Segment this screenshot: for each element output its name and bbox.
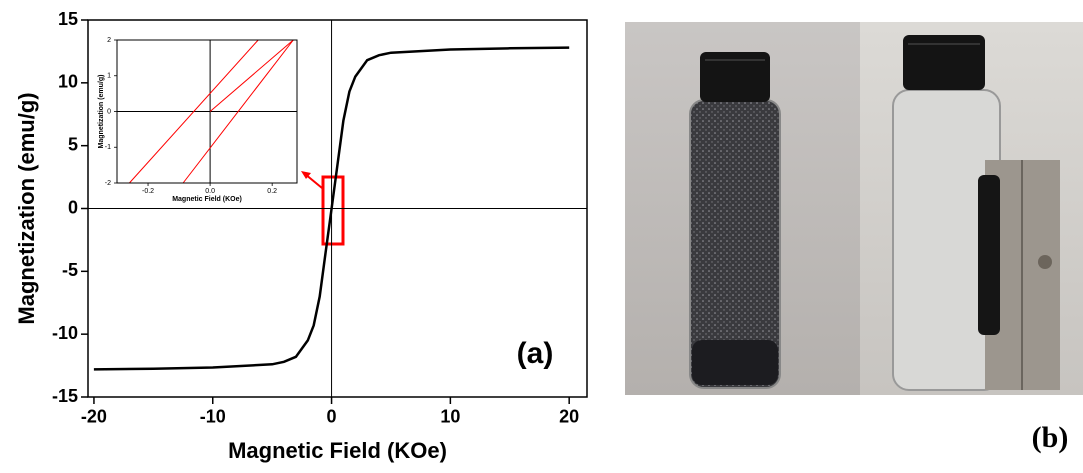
y-tick-label: 1 xyxy=(107,73,111,80)
x-tick-label: 0.2 xyxy=(267,188,277,195)
y-tick-label: -1 xyxy=(105,144,111,151)
x-tick-label: 0.0 xyxy=(205,188,215,195)
x-axis-title: Magnetic Field (KOe) xyxy=(172,196,242,203)
y-tick-label: 10 xyxy=(58,72,78,92)
y-axis-title: Magnetization (emu/g) xyxy=(98,75,105,149)
panel-label: (a) xyxy=(517,337,554,370)
photo-right xyxy=(860,22,1083,395)
y-tick-label: -5 xyxy=(62,260,78,280)
arrow-head xyxy=(301,171,311,179)
x-tick-label: 10 xyxy=(440,406,460,426)
x-tick-label: 0 xyxy=(327,406,337,426)
y-axis-title: Magnetization (emu/g) xyxy=(14,92,39,324)
x-tick-label: 20 xyxy=(559,406,579,426)
panel-label: (b) xyxy=(1032,421,1069,454)
plot-frame xyxy=(116,39,298,184)
y-tick-label: -15 xyxy=(52,386,78,406)
data-line xyxy=(93,46,570,371)
plot: -0.2 0.0 0.2 -2 -1 0 1 2 Magnetic Field (KOe) Mag… xyxy=(98,37,298,203)
y-tick-label: 0 xyxy=(107,108,111,115)
x-tick-label: -20 xyxy=(81,406,107,426)
x-axis-title: Magnetic Field (KOe) xyxy=(228,438,447,463)
y-tick-label: 0 xyxy=(68,197,78,217)
y-tick-label: 2 xyxy=(107,37,111,44)
x-tick-label: -0.2 xyxy=(142,188,154,195)
y-tick-label: -2 xyxy=(105,180,111,187)
plot-frame xyxy=(87,19,588,398)
data-line xyxy=(129,39,259,184)
data-line xyxy=(182,39,294,184)
y-tick-label: -10 xyxy=(52,323,78,343)
zoom-box xyxy=(321,175,345,246)
data-line xyxy=(209,39,294,112)
x-tick-label: -10 xyxy=(200,406,226,426)
y-tick-label: 5 xyxy=(68,134,78,154)
photo-left xyxy=(625,22,860,395)
y-tick-label: 15 xyxy=(58,9,78,29)
